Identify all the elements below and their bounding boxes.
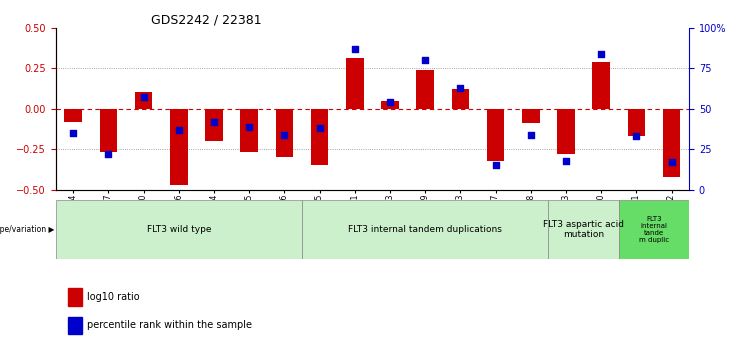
Text: genotype/variation ▶: genotype/variation ▶ [0, 225, 55, 234]
Text: FLT3 aspartic acid
mutation: FLT3 aspartic acid mutation [543, 220, 624, 239]
Bar [522, 109, 539, 123]
Point [313, 125, 325, 131]
Bar [487, 109, 505, 160]
Point [349, 46, 361, 51]
Bar [451, 89, 469, 109]
Bar [99, 109, 117, 152]
Bar [68, 317, 82, 334]
Bar [64, 109, 82, 122]
Bar [592, 62, 610, 109]
Point [454, 85, 466, 90]
Bar [619, 200, 689, 259]
Bar [135, 92, 153, 109]
Point [102, 151, 114, 157]
Bar [662, 109, 680, 177]
Point [208, 119, 220, 125]
Point [138, 95, 150, 100]
Point [560, 158, 572, 163]
Bar [416, 70, 434, 109]
Point [67, 130, 79, 136]
Bar [548, 200, 619, 259]
Text: FLT3 internal tandem duplications: FLT3 internal tandem duplications [348, 225, 502, 234]
Point [631, 134, 642, 139]
Point [279, 132, 290, 137]
Bar [170, 109, 187, 185]
Bar [68, 288, 82, 306]
Bar [628, 109, 645, 136]
Bar [56, 200, 302, 259]
Bar [276, 109, 293, 157]
Bar [240, 109, 258, 152]
Point [243, 124, 255, 129]
Bar [381, 101, 399, 109]
Point [595, 51, 607, 56]
Text: FLT3
internal
tande
m duplic: FLT3 internal tande m duplic [639, 216, 669, 243]
Point [490, 163, 502, 168]
Point [665, 159, 677, 165]
Bar [310, 109, 328, 166]
Text: FLT3 wild type: FLT3 wild type [147, 225, 211, 234]
Text: GDS2242 / 22381: GDS2242 / 22381 [150, 13, 262, 27]
Bar [205, 109, 223, 141]
Text: percentile rank within the sample: percentile rank within the sample [87, 321, 252, 331]
Point [384, 99, 396, 105]
Bar [346, 58, 364, 109]
Point [419, 57, 431, 63]
Bar [302, 200, 548, 259]
Bar [557, 109, 575, 154]
Point [173, 127, 185, 132]
Text: log10 ratio: log10 ratio [87, 292, 140, 302]
Point [525, 132, 536, 137]
